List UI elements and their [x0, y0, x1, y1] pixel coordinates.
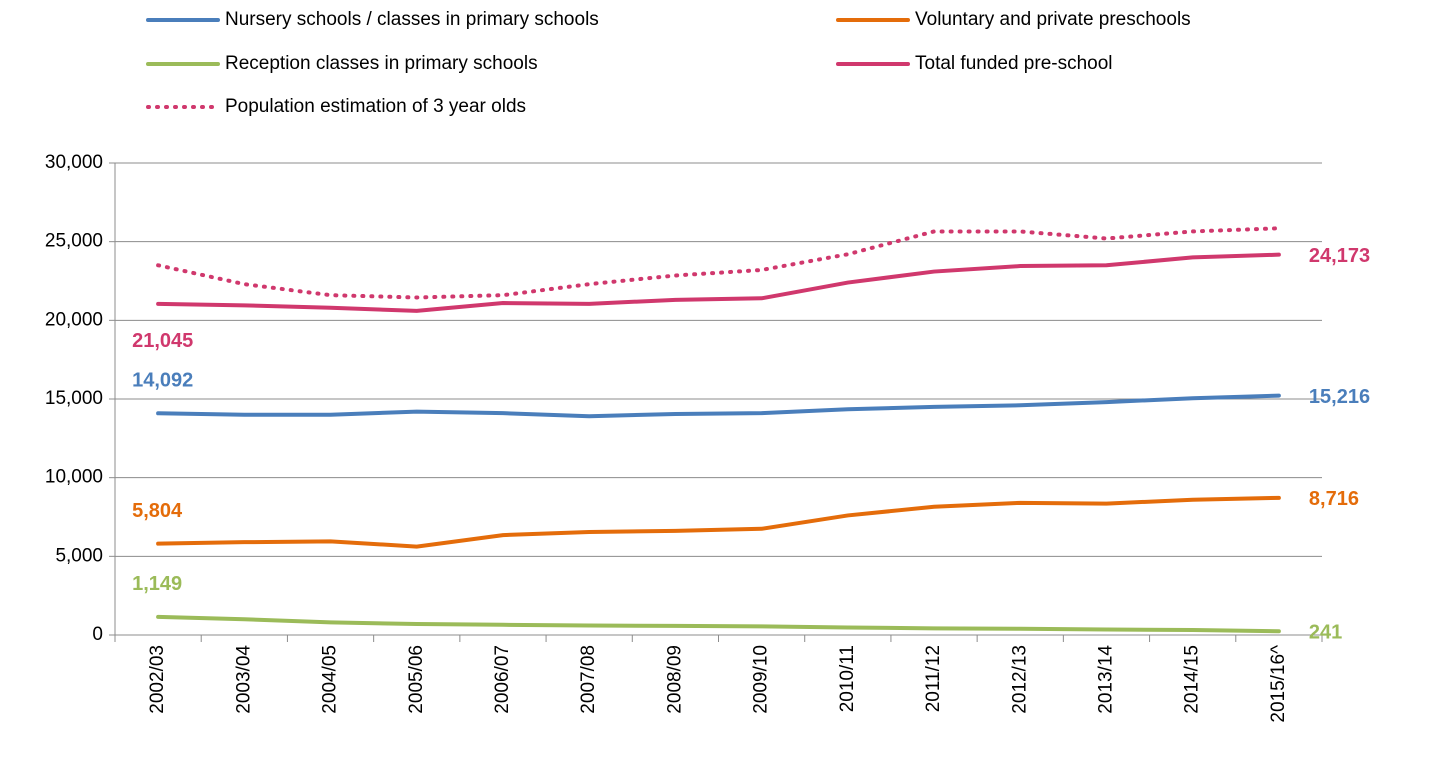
legend-label: Nursery schools / classes in primary sch…: [225, 9, 599, 30]
x-tick-label: 2008/09: [664, 645, 685, 714]
x-tick-label: 2011/12: [923, 645, 944, 712]
x-tick-label: 2009/10: [751, 645, 772, 714]
y-tick-label: 0: [92, 624, 103, 645]
y-tick-label: 25,000: [45, 231, 103, 252]
x-tick-label: 2007/08: [578, 645, 599, 714]
data-label: 241: [1309, 621, 1342, 643]
x-tick-label: 2004/05: [320, 645, 341, 714]
x-tick-label: 2015/16^: [1268, 645, 1289, 723]
legend-label: Reception classes in primary schools: [225, 53, 538, 74]
y-tick-label: 10,000: [45, 467, 103, 488]
data-label: 8,716: [1309, 488, 1359, 510]
x-tick-label: 2005/06: [406, 645, 427, 714]
legend-label: Population estimation of 3 year olds: [225, 96, 526, 117]
data-label: 15,216: [1309, 386, 1370, 408]
y-tick-label: 30,000: [45, 152, 103, 173]
series-line: [156, 614, 1281, 634]
x-tick-label: 2010/11: [837, 645, 858, 712]
x-tick-label: 2014/15: [1182, 645, 1203, 714]
data-label: 21,045: [132, 330, 193, 352]
y-tick-label: 20,000: [45, 309, 103, 330]
y-tick-label: 15,000: [45, 388, 103, 409]
data-label: 24,173: [1309, 245, 1370, 267]
x-tick-label: 2003/04: [233, 645, 254, 714]
series-line: [156, 393, 1281, 419]
y-tick-label: 5,000: [55, 545, 103, 566]
data-label: 14,092: [132, 370, 193, 392]
legend-label: Total funded pre-school: [915, 53, 1113, 74]
series-line: [156, 252, 1281, 313]
x-tick-label: 2002/03: [147, 645, 168, 714]
x-tick-label: 2013/14: [1095, 645, 1116, 714]
series-line: [156, 226, 1281, 300]
data-label: 1,149: [132, 573, 182, 595]
x-tick-label: 2012/13: [1009, 645, 1030, 714]
data-label: 5,804: [132, 500, 183, 522]
x-tick-label: 2006/07: [492, 645, 513, 714]
series-line: [156, 495, 1281, 549]
legend-label: Voluntary and private preschools: [915, 9, 1191, 30]
